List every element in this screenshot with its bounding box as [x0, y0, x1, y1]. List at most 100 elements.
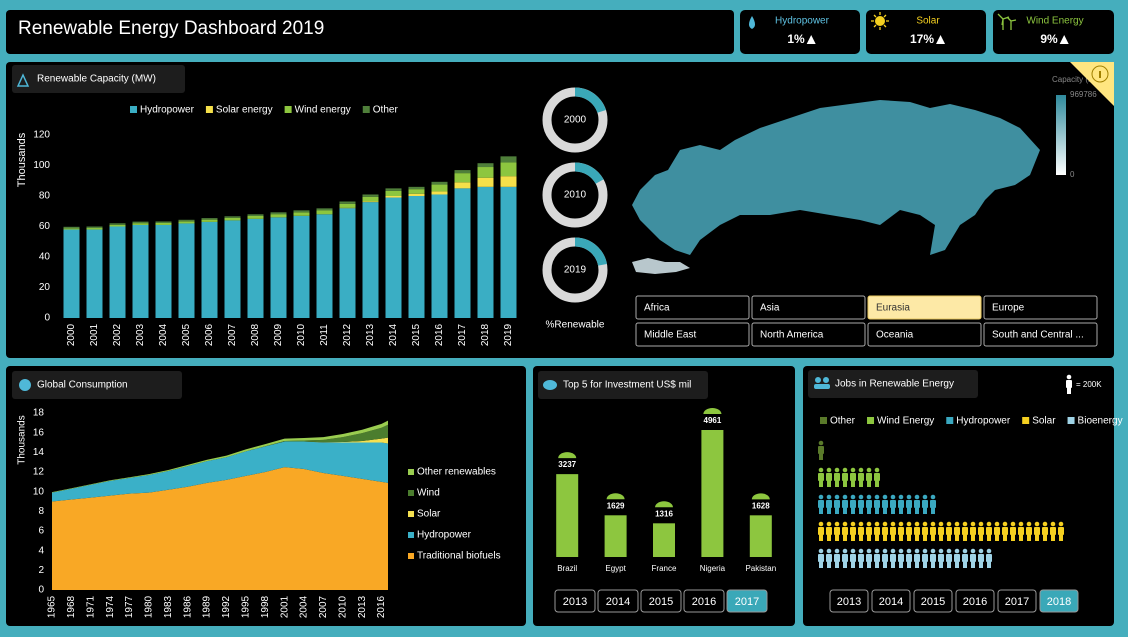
person-icon	[867, 481, 871, 487]
person-icon	[1019, 535, 1023, 541]
person-icon	[883, 535, 887, 541]
bar-segment	[339, 208, 356, 318]
y-tick-label: 0	[44, 313, 50, 324]
person-icon	[1042, 527, 1048, 535]
investment-panel	[533, 366, 795, 626]
title-bar	[6, 10, 734, 54]
y-tick-label: 6	[38, 526, 44, 537]
person-icon	[994, 527, 1000, 535]
x-tick-label: 2017	[457, 323, 468, 346]
person-icon	[906, 521, 912, 527]
person-icon	[859, 481, 863, 487]
bar-segment	[362, 201, 379, 203]
person-icon	[962, 521, 968, 527]
year-slicer[interactable]	[829, 589, 869, 613]
globe-icon	[19, 379, 31, 391]
person-icon	[850, 500, 856, 508]
person-icon	[866, 548, 872, 554]
region-slicer[interactable]	[983, 322, 1098, 347]
person-icon	[818, 494, 824, 500]
person-icon	[826, 494, 832, 500]
person-icon	[970, 554, 976, 562]
year-slicer[interactable]	[683, 589, 725, 613]
person-icon	[978, 521, 984, 527]
region-slicer[interactable]	[867, 322, 982, 347]
icon-row	[818, 494, 936, 514]
y-tick-label: 14	[33, 447, 45, 458]
bar-segment	[155, 221, 172, 223]
y-tick-label: 80	[39, 191, 51, 202]
person-icon	[818, 473, 824, 481]
jobs-panel	[803, 366, 1114, 626]
person-icon	[946, 521, 952, 527]
bar-segment	[247, 214, 264, 216]
x-tick-label: 2004	[158, 323, 169, 346]
legend-label: Solar energy	[216, 105, 273, 116]
donut-arc	[542, 237, 608, 303]
x-tick-label: 2007	[318, 595, 329, 618]
year-slicer[interactable]	[871, 589, 911, 613]
legend-label: Wind energy	[295, 105, 351, 116]
legend-swatch	[1067, 417, 1075, 424]
panel-title: Renewable Capacity (MW)	[37, 74, 156, 85]
person-icon	[1002, 527, 1008, 535]
info-icon[interactable]	[1091, 65, 1109, 83]
year-slicer[interactable]	[726, 589, 768, 613]
person-icon	[907, 508, 911, 514]
year-slicer[interactable]	[640, 589, 682, 613]
person-icon	[834, 473, 840, 481]
year-slicer-label: 2013	[563, 596, 587, 608]
year-slicer[interactable]	[955, 589, 995, 613]
bar-segment	[408, 193, 425, 196]
year-slicer[interactable]	[1039, 589, 1079, 613]
year-slicer[interactable]	[554, 589, 596, 613]
people-icon	[814, 377, 830, 389]
region-slicer[interactable]	[867, 295, 982, 320]
legend-swatch	[408, 469, 414, 475]
x-tick-label: 1977	[124, 595, 135, 618]
region-slicer[interactable]	[983, 295, 1098, 320]
y-axis-label: Thousands	[16, 132, 28, 187]
x-tick-label: 2011	[319, 324, 330, 346]
x-tick-label: Brazil	[557, 564, 577, 573]
region-slicer[interactable]	[751, 295, 866, 320]
bar-segment	[201, 218, 218, 220]
icon-row	[818, 440, 824, 460]
person-icon	[851, 535, 855, 541]
bar-segment	[500, 162, 517, 177]
region-slicer[interactable]	[635, 322, 750, 347]
person-icon	[859, 535, 863, 541]
person-icon	[898, 527, 904, 535]
person-icon	[890, 527, 896, 535]
region-slicer[interactable]	[751, 322, 866, 347]
bar-segment	[109, 224, 126, 227]
person-icon	[882, 521, 888, 527]
label-cap	[655, 501, 673, 508]
bar-segment	[408, 189, 425, 194]
person-icon	[978, 548, 984, 554]
legend-label: Solar	[417, 509, 441, 520]
person-icon	[1010, 521, 1016, 527]
person-icon	[938, 548, 944, 554]
kpi-label: Solar	[916, 16, 940, 27]
x-tick-label: Nigeria	[700, 564, 726, 573]
trend-arrow	[1059, 35, 1069, 44]
region-slicer[interactable]	[635, 295, 750, 320]
person-icon	[946, 554, 952, 562]
person-icon	[970, 548, 976, 554]
bar-segment	[155, 224, 172, 318]
year-slicer[interactable]	[597, 589, 639, 613]
x-tick-label: 2002	[112, 323, 123, 346]
y-tick-label: 12	[33, 467, 45, 478]
year-slicer[interactable]	[997, 589, 1037, 613]
person-icon	[938, 521, 944, 527]
year-slicer[interactable]	[913, 589, 953, 613]
x-tick-label: 2018	[480, 323, 491, 346]
bar-segment	[86, 229, 103, 318]
map-region	[632, 100, 1040, 255]
person-icon	[826, 473, 832, 481]
person-icon	[922, 548, 928, 554]
person-icon	[922, 521, 928, 527]
trend-arrow	[936, 35, 946, 44]
